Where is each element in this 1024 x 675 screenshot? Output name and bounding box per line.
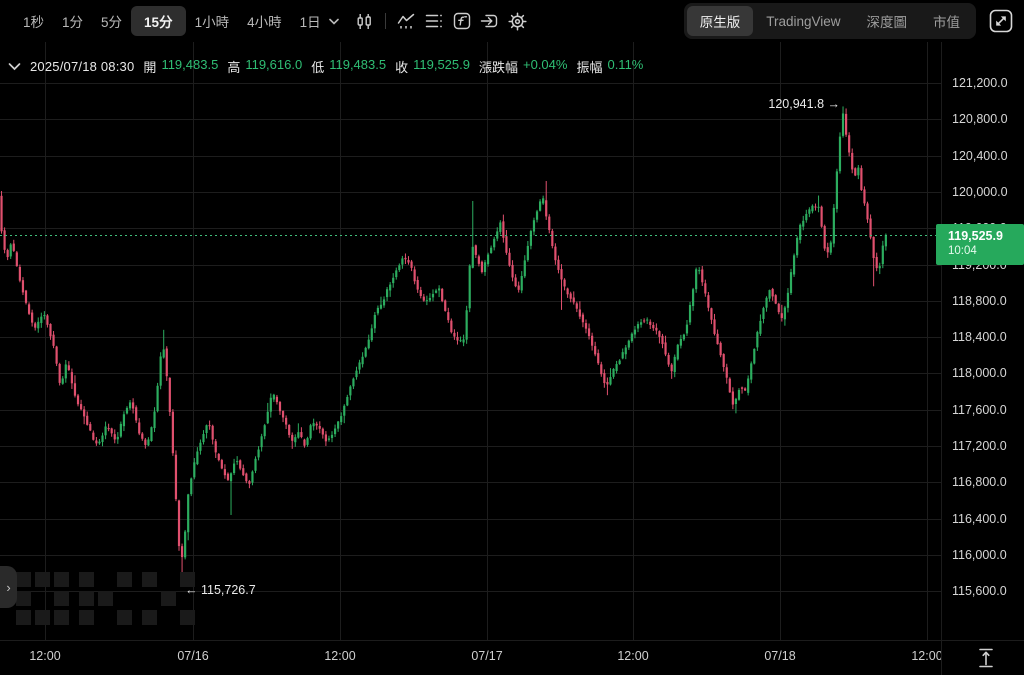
- change-value: +0.04%: [523, 57, 568, 72]
- price-axis-tick: 117,600.0: [952, 402, 1007, 417]
- price-axis-tick: 116,000.0: [952, 547, 1007, 562]
- okx-watermark: [16, 572, 195, 625]
- price-axis-tick: 120,800.0: [952, 112, 1008, 127]
- timeframe-5m[interactable]: 5分: [101, 15, 123, 30]
- tab-depth-chart[interactable]: 深度圖: [866, 15, 908, 30]
- time-axis-tick: 12:00: [29, 649, 61, 663]
- panel-expand-handle[interactable]: ›: [0, 566, 17, 608]
- low-label: 低: [311, 60, 325, 75]
- high-label: 高: [227, 60, 241, 75]
- replay-forward-icon[interactable]: [476, 7, 504, 35]
- expand-chart-button[interactable]: [988, 8, 1014, 34]
- amplitude-label: 振幅: [576, 60, 603, 75]
- time-axis-tick: 12:00: [911, 649, 941, 663]
- close-value: 119,525.9: [413, 57, 470, 72]
- time-axis-tick: 07/17: [471, 649, 503, 663]
- price-axis-tick: 120,400.0: [952, 148, 1008, 163]
- price-axis-tick: 121,200.0: [952, 76, 1008, 90]
- indicators-icon[interactable]: [392, 7, 420, 35]
- time-axis-tick: 07/16: [177, 649, 209, 663]
- candle-countdown: 10:04: [948, 244, 977, 257]
- tab-native-chart[interactable]: 原生版: [686, 6, 754, 36]
- high-value: 119,616.0: [245, 57, 303, 72]
- current-price-value: 119,525.9: [948, 228, 1003, 243]
- timeframe-1m[interactable]: 1分: [62, 15, 84, 30]
- price-axis-tick: 120,000.0: [952, 184, 1008, 199]
- tab-market-cap[interactable]: 市值: [933, 15, 960, 30]
- open-label: 開: [143, 60, 157, 75]
- price-axis-separator: [941, 42, 942, 675]
- chart-toolbar: 1秒 1分 5分 15分 1小時 4小時 1日: [0, 0, 1024, 42]
- session-high-annotation: 120,941.8 →: [768, 97, 840, 112]
- session-low-annotation: ← 115,726.7: [185, 582, 256, 597]
- candlestick-chart-icon[interactable]: [351, 7, 379, 35]
- panel-expand-chevron-icon: ›: [6, 579, 11, 595]
- current-price-box: 119,525.9 10:04: [936, 223, 1024, 265]
- collapse-chevron-down-icon[interactable]: [8, 62, 21, 71]
- time-axis-tick: 12:00: [324, 649, 356, 663]
- tab-tradingview[interactable]: TradingView: [766, 13, 841, 29]
- timeframe-1h[interactable]: 1小時: [194, 15, 230, 30]
- timeframe-15m[interactable]: 15分: [131, 6, 186, 36]
- timeframe-1d[interactable]: 1日: [299, 15, 321, 30]
- time-axis-separator: [0, 640, 1024, 641]
- formula-script-icon[interactable]: [448, 7, 476, 35]
- toolbar-divider: [384, 13, 386, 29]
- price-axis-tick: 116,800.0: [952, 475, 1007, 490]
- open-value: 119,483.5: [161, 57, 219, 72]
- legend-rows-icon[interactable]: [420, 7, 448, 35]
- price-scale-reset-icon[interactable]: [973, 645, 999, 671]
- price-axis-tick: 118,800.0: [952, 293, 1007, 308]
- chart-view-tabs: 原生版 TradingView 深度圖 市值: [683, 3, 976, 39]
- amplitude-value: 0.11%: [607, 57, 644, 72]
- time-axis[interactable]: 12:00 07/16 12:00 07/17 12:00 07/18 12:00: [0, 641, 941, 675]
- settings-gear-icon[interactable]: [504, 7, 532, 35]
- ohlc-info-bar: 2025/07/18 08:30 開 119,483.5 高 119,616.0 低…: [8, 57, 643, 76]
- time-axis-tick: 07/18: [764, 649, 796, 663]
- change-label: 漲跌幅: [478, 60, 518, 75]
- timeframe-dropdown-chevron-icon[interactable]: [325, 7, 343, 35]
- timeframe-1s[interactable]: 1秒: [23, 15, 45, 30]
- price-axis-tick: 116,400.0: [952, 511, 1007, 526]
- close-label: 收: [395, 60, 409, 75]
- candle-datetime: 2025/07/18 08:30: [30, 59, 135, 74]
- low-value: 119,483.5: [329, 57, 387, 72]
- timeframe-4h[interactable]: 4小時: [247, 15, 282, 30]
- price-axis[interactable]: 121,200.0 120,800.0 120,400.0 120,000.0 119,…: [941, 42, 1024, 640]
- price-axis-tick: 118,400.0: [952, 330, 1007, 345]
- price-axis-tick: 118,000.0: [952, 366, 1007, 381]
- time-axis-tick: 12:00: [617, 649, 649, 663]
- price-axis-tick: 117,200.0: [952, 439, 1007, 453]
- price-axis-tick: 115,600.0: [952, 584, 1007, 599]
